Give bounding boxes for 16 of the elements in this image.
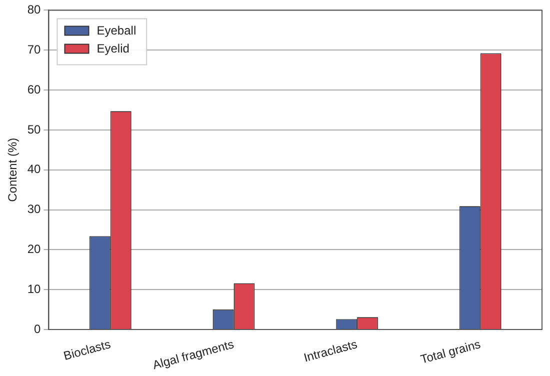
legend-label: Eyeball xyxy=(96,24,136,38)
y-tick-label: 10 xyxy=(27,282,42,296)
y-tick-label: 60 xyxy=(27,82,42,96)
y-tick-label: 70 xyxy=(27,42,42,56)
x-tick-label: Algal fragments xyxy=(151,337,236,372)
x-tick-label: Bioclasts xyxy=(62,337,112,363)
x-tick-label: Total grains xyxy=(419,337,482,366)
y-tick-label: 40 xyxy=(27,162,42,176)
y-tick-label: 20 xyxy=(27,242,42,256)
y-tick-label: 0 xyxy=(34,322,42,336)
x-tick-label: Intraclasts xyxy=(302,337,359,365)
y-tick-label: 30 xyxy=(27,202,42,216)
y-axis-title: Content (%) xyxy=(6,138,20,202)
legend-label: Eyelid xyxy=(96,42,130,56)
y-tick-label: 80 xyxy=(27,2,42,17)
y-tick-label: 50 xyxy=(27,122,42,136)
